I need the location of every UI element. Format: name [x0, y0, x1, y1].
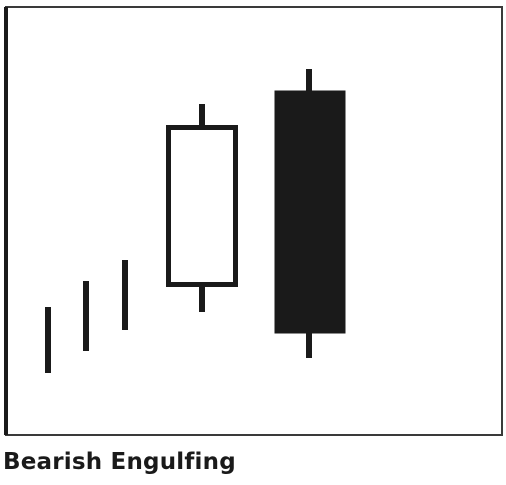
bullish-candle — [166, 104, 238, 312]
bearish-candle-body — [274, 90, 346, 334]
candlestick-diagram — [4, 6, 503, 436]
diagram-frame — [5, 6, 503, 436]
bullish-candle-body — [166, 125, 238, 287]
diagram-caption: Bearish Engulfing — [3, 449, 236, 475]
bearish-candle — [274, 69, 346, 358]
